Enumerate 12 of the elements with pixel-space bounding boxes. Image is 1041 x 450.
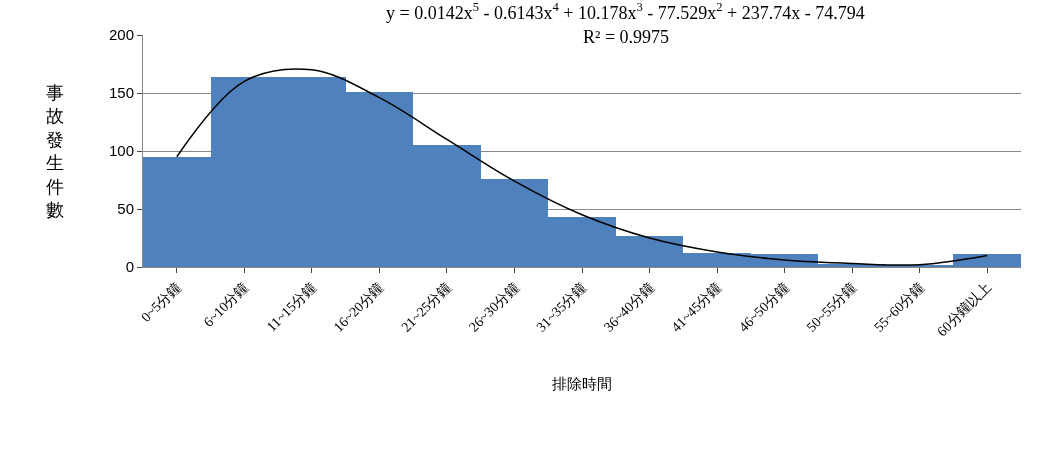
x-tick-label: 60分鐘以上 bbox=[934, 279, 995, 340]
y-tick-label: 150 bbox=[108, 84, 134, 102]
x-axis-title: 排除時間 bbox=[552, 376, 612, 393]
line-series bbox=[176, 68, 988, 266]
x-tick-label: 0~5分鐘 bbox=[138, 279, 184, 325]
y-tick-label: 100 bbox=[108, 142, 134, 160]
y-tick-label: 50 bbox=[117, 200, 134, 218]
y-axis-title: 事故發生件數 bbox=[46, 83, 64, 220]
y-tick-label: 0 bbox=[125, 258, 134, 276]
annotation: R² = 0.9975 bbox=[583, 27, 670, 47]
y-tick-label: 200 bbox=[108, 26, 134, 44]
text: y = 0.0142x$^{5}$ - 0.6143x$^{4}$ + 10.178x$^{3}$ - 77.529x$^{2}$ + 237.74x - 74.794 bbox=[386, 0, 865, 23]
